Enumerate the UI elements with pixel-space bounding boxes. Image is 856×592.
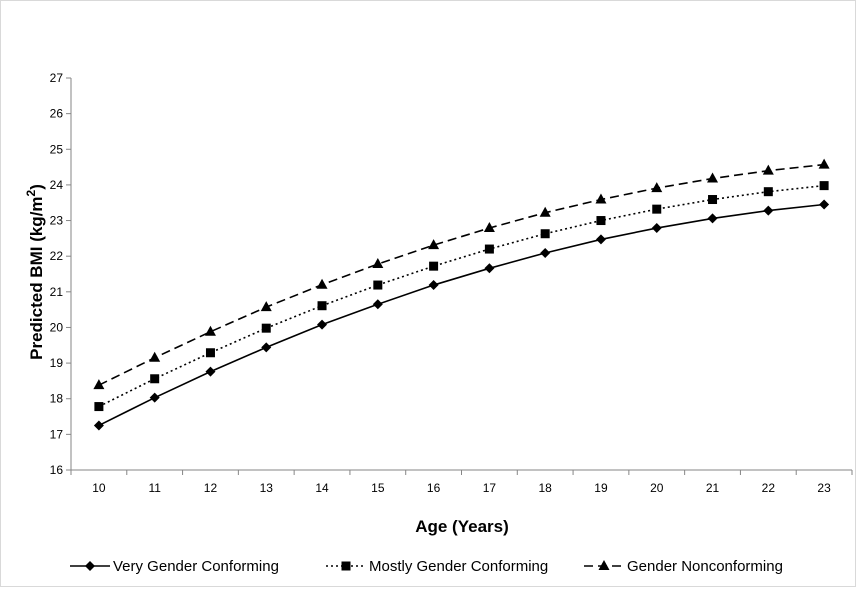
y-tick-label: 24 bbox=[50, 178, 64, 192]
data-point bbox=[372, 299, 383, 310]
data-point bbox=[150, 374, 160, 384]
data-point bbox=[763, 205, 774, 216]
legend: Very Gender Conforming Mostly Gender Conf… bbox=[70, 558, 783, 575]
y-axis-title: Predicted BMI (kg/m2) bbox=[24, 184, 46, 360]
x-tick-label: 13 bbox=[260, 481, 274, 495]
x-tick-label: 20 bbox=[650, 481, 664, 495]
data-point bbox=[707, 213, 718, 224]
axes: 16 17 18 19 20 21 22 23 24 25 26 27 10 11 12 13 14 15 16 17… bbox=[50, 71, 853, 495]
data-point bbox=[261, 342, 272, 353]
y-tick-label: 18 bbox=[50, 392, 64, 406]
y-tick-label: 20 bbox=[50, 320, 64, 334]
data-point bbox=[373, 280, 383, 290]
data-point bbox=[372, 258, 384, 269]
data-point bbox=[94, 402, 104, 412]
data-point bbox=[652, 204, 662, 214]
x-tick-label: 19 bbox=[594, 481, 608, 495]
data-point bbox=[149, 392, 160, 403]
x-tick-label: 23 bbox=[817, 481, 831, 495]
data-point bbox=[539, 206, 551, 217]
legend-label: Mostly Gender Conforming bbox=[369, 558, 548, 575]
data-point bbox=[149, 351, 161, 362]
data-point bbox=[205, 348, 215, 358]
x-tick-label: 21 bbox=[706, 481, 720, 495]
x-tick-label: 17 bbox=[483, 481, 497, 495]
x-tick-label: 10 bbox=[92, 481, 106, 495]
y-tick-label: 17 bbox=[50, 427, 64, 441]
y-tick-label: 21 bbox=[50, 285, 64, 299]
legend-marker bbox=[85, 561, 95, 571]
data-point bbox=[763, 187, 773, 197]
series-line-1 bbox=[98, 203, 825, 427]
data-point bbox=[484, 263, 495, 274]
data-point bbox=[707, 172, 719, 183]
data-point bbox=[595, 193, 607, 204]
y-tick-label: 22 bbox=[50, 249, 64, 263]
data-point bbox=[484, 244, 494, 254]
legend-marker bbox=[598, 560, 610, 570]
legend-label: Gender Nonconforming bbox=[627, 558, 783, 575]
y-tick-label: 27 bbox=[50, 71, 64, 85]
data-point bbox=[428, 239, 440, 250]
data-point bbox=[316, 278, 328, 289]
data-point bbox=[93, 420, 104, 431]
data-point bbox=[483, 222, 495, 233]
x-tick-label: 16 bbox=[427, 481, 441, 495]
x-tick-label: 14 bbox=[315, 481, 329, 495]
data-point bbox=[762, 164, 774, 175]
y-tick-label: 26 bbox=[50, 107, 64, 121]
series-line-2 bbox=[98, 184, 825, 408]
x-tick-label: 11 bbox=[148, 481, 161, 495]
x-tick-label: 22 bbox=[762, 481, 776, 495]
data-point bbox=[708, 195, 718, 205]
data-point bbox=[819, 181, 829, 191]
y-tick-label: 19 bbox=[50, 356, 64, 370]
y-tick-label: 16 bbox=[50, 463, 64, 477]
x-tick-label: 18 bbox=[538, 481, 552, 495]
data-point bbox=[205, 366, 216, 377]
y-tick-label: 23 bbox=[50, 214, 64, 228]
data-point bbox=[651, 223, 662, 234]
data-point bbox=[261, 323, 271, 333]
data-point bbox=[260, 301, 272, 312]
data-point bbox=[540, 229, 550, 239]
data-point bbox=[651, 182, 663, 193]
data-point bbox=[317, 301, 327, 311]
legend-label: Very Gender Conforming bbox=[113, 558, 279, 575]
data-point bbox=[596, 216, 606, 226]
x-tick-label: 12 bbox=[204, 481, 218, 495]
data-point bbox=[429, 261, 439, 271]
data-point bbox=[428, 280, 439, 291]
x-axis-title: Age (Years) bbox=[415, 517, 509, 536]
x-tick-label: 15 bbox=[371, 481, 385, 495]
series-markers bbox=[93, 158, 830, 431]
data-point bbox=[818, 158, 830, 169]
series-line-3 bbox=[98, 163, 825, 386]
data-point bbox=[317, 319, 328, 330]
data-point bbox=[595, 234, 606, 245]
series-lines bbox=[98, 163, 825, 427]
legend-marker bbox=[341, 561, 351, 571]
data-point bbox=[204, 325, 216, 336]
data-point bbox=[540, 247, 551, 258]
data-point bbox=[93, 379, 105, 390]
y-tick-label: 25 bbox=[50, 142, 64, 156]
data-point bbox=[819, 199, 830, 210]
